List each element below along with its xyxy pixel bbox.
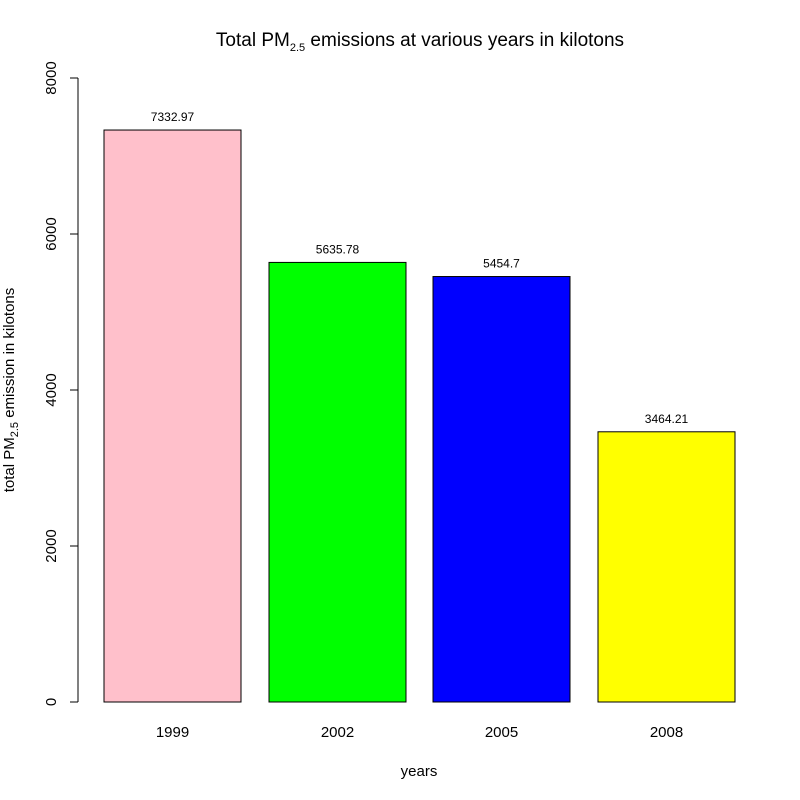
- bar-2008: [597, 431, 736, 703]
- bar-2002: [268, 261, 407, 703]
- y-tick-label: 6000: [43, 217, 60, 250]
- bar-1999: [103, 129, 242, 703]
- y-tick-label: 8000: [43, 61, 60, 94]
- bars: 7332.97 5635.78 5454.7 3464.21: [103, 110, 736, 703]
- chart-title: Total PM2.5 emissions at various years i…: [216, 30, 624, 54]
- bar-value-label-1999: 7332.97: [151, 110, 195, 124]
- x-tick-label-2002: 2002: [321, 724, 354, 741]
- y-axis-title: total PM2.5 emission in kilotons: [1, 288, 21, 493]
- y-tick-label: 0: [43, 698, 60, 706]
- x-axis-tick-labels: 1999 2002 2005 2008: [156, 724, 683, 741]
- x-tick-label-1999: 1999: [156, 724, 189, 741]
- bar-2005: [432, 276, 571, 703]
- x-tick-label-2008: 2008: [650, 724, 683, 741]
- x-tick-label-2005: 2005: [485, 724, 518, 741]
- x-axis-title: years: [401, 763, 438, 780]
- bar-value-label-2008: 3464.21: [645, 412, 689, 426]
- y-axis: 0 2000 4000 6000 8000: [43, 61, 79, 706]
- y-tick-label: 4000: [43, 373, 60, 406]
- bar-value-label-2005: 5454.7: [483, 257, 520, 271]
- y-tick-label: 2000: [43, 529, 60, 562]
- bar-value-label-2002: 5635.78: [316, 242, 360, 256]
